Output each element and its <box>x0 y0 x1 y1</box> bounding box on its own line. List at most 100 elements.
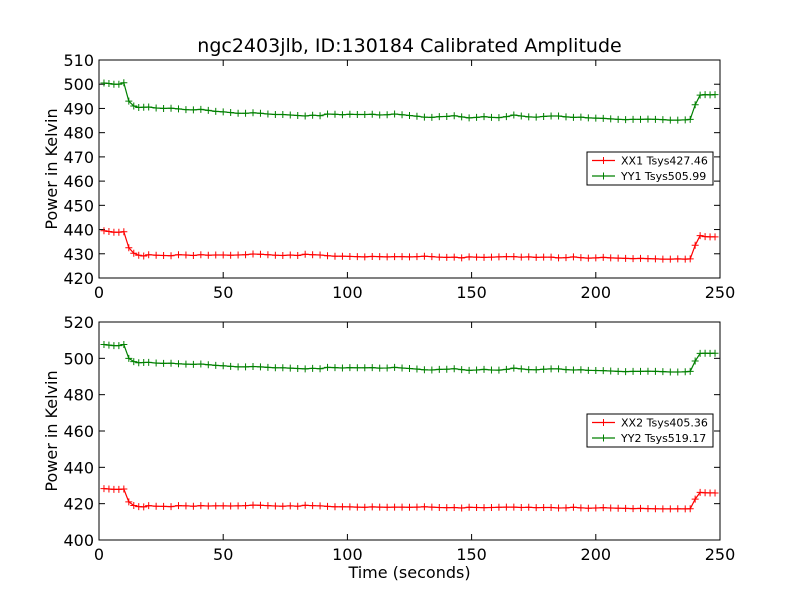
data-point-marker <box>324 363 332 371</box>
data-point-marker <box>487 253 495 261</box>
data-point-marker <box>398 503 406 511</box>
data-point-marker <box>197 251 205 259</box>
data-point-marker <box>105 79 113 87</box>
data-point-marker <box>361 364 369 372</box>
data-point-marker <box>361 253 369 261</box>
data-point-marker <box>420 252 428 260</box>
data-point-marker <box>130 358 138 366</box>
x-tick-label: 150 <box>456 283 487 302</box>
data-point-marker <box>279 502 287 510</box>
data-point-marker <box>316 365 324 373</box>
data-point-marker <box>286 502 294 510</box>
data-point-marker <box>197 105 205 113</box>
data-point-marker <box>532 113 540 121</box>
data-point-marker <box>555 365 563 373</box>
data-point-marker <box>666 505 674 513</box>
data-point-marker <box>376 503 384 511</box>
data-point-marker <box>100 227 108 235</box>
data-point-marker <box>391 363 399 371</box>
data-point-marker <box>286 111 294 119</box>
data-point-marker <box>309 502 317 510</box>
data-point-marker <box>204 502 212 510</box>
data-point-marker <box>577 254 585 262</box>
data-point-marker <box>637 367 645 375</box>
data-point-marker <box>540 253 548 261</box>
y-tick-label: 500 <box>63 349 94 368</box>
data-point-marker <box>637 504 645 512</box>
data-point-marker <box>152 359 160 367</box>
data-point-marker <box>338 252 346 260</box>
data-point-marker <box>249 501 257 509</box>
data-point-marker <box>125 244 133 252</box>
data-point-marker <box>189 360 197 368</box>
data-point-marker <box>517 503 525 511</box>
data-point-marker <box>614 367 622 375</box>
data-point-marker <box>622 504 630 512</box>
data-point-marker <box>674 368 682 376</box>
data-point-marker <box>160 104 168 112</box>
y-tick-label: 430 <box>63 245 94 264</box>
data-point-marker <box>614 254 622 262</box>
data-point-marker <box>160 502 168 510</box>
data-point-marker <box>450 365 458 373</box>
data-point-marker <box>577 113 585 121</box>
data-point-marker <box>584 504 592 512</box>
data-point-marker <box>495 114 503 122</box>
data-point-marker <box>120 228 128 236</box>
y-axis-label: Power in Kelvin <box>42 108 61 229</box>
data-point-marker <box>686 255 694 263</box>
data-point-marker <box>510 503 518 511</box>
data-point-marker <box>398 253 406 261</box>
data-point-marker <box>465 503 473 511</box>
legend-label: YY1 Tsys505.99 <box>620 170 706 183</box>
data-point-marker <box>376 111 384 119</box>
data-point-marker <box>145 502 153 510</box>
data-point-marker <box>651 255 659 263</box>
data-point-marker <box>242 502 250 510</box>
data-point-marker <box>346 364 354 372</box>
data-point-marker <box>331 364 339 372</box>
data-point-marker <box>659 255 667 263</box>
y-axis-label: Power in Kelvin <box>42 370 61 491</box>
data-point-marker <box>264 110 272 118</box>
data-point-marker <box>391 253 399 261</box>
data-point-marker <box>584 114 592 122</box>
data-point-marker <box>174 360 182 368</box>
data-point-marker <box>599 367 607 375</box>
data-point-marker <box>301 250 309 258</box>
data-point-marker <box>473 113 481 121</box>
bottom-subplot: 0 50 100 150 200 250 400 420 440 460 480 500 520 Powe… <box>42 313 735 582</box>
data-point-marker <box>338 364 346 372</box>
data-point-marker <box>383 503 391 511</box>
data-point-marker <box>189 502 197 510</box>
data-point-marker <box>562 113 570 121</box>
data-point-marker <box>428 113 436 121</box>
series-line-yy <box>103 343 716 373</box>
data-point-marker <box>105 227 113 235</box>
data-point-marker <box>368 252 376 260</box>
data-point-marker <box>406 365 413 373</box>
data-point-marker <box>599 114 607 122</box>
data-point-marker <box>413 112 421 120</box>
data-point-marker <box>242 251 250 259</box>
y-tick-label: 420 <box>63 269 94 288</box>
data-point-marker <box>204 251 212 259</box>
data-point-marker <box>398 111 406 119</box>
data-point-marker <box>140 252 148 260</box>
data-point-marker <box>696 232 704 240</box>
data-point-marker <box>286 251 294 259</box>
data-point-marker <box>473 253 481 261</box>
data-point-marker <box>686 367 694 375</box>
data-point-marker <box>368 364 376 372</box>
data-point-marker <box>174 251 182 259</box>
data-point-marker <box>487 503 495 511</box>
data-point-marker <box>316 251 324 259</box>
data-point-marker <box>480 365 488 373</box>
data-point-marker <box>249 250 257 258</box>
data-point-marker <box>540 503 548 511</box>
data-point-marker <box>666 368 674 376</box>
data-point-marker <box>242 363 250 371</box>
data-point-marker <box>674 116 682 124</box>
data-point-marker <box>398 364 406 372</box>
data-point-marker <box>204 106 212 114</box>
